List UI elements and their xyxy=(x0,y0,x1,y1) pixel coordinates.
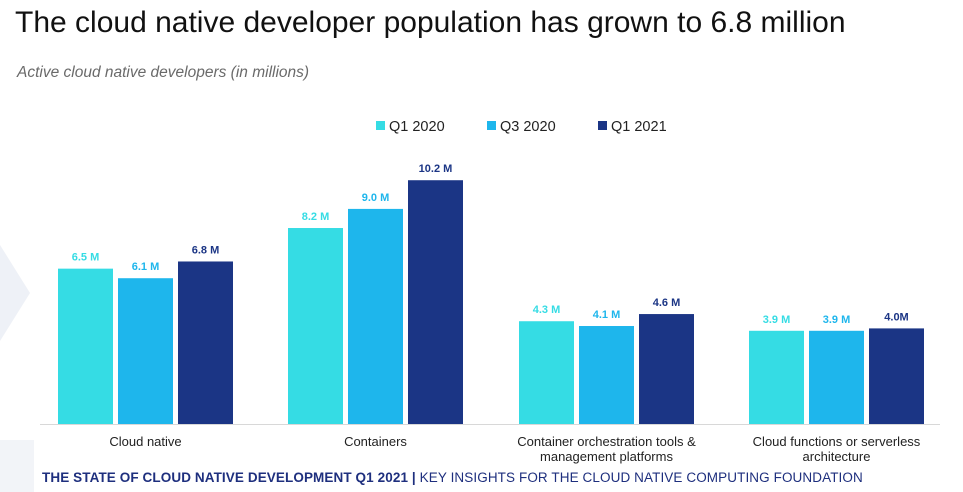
bar-0-2 xyxy=(178,261,233,424)
footer-subtitle: KEY INSIGHTS FOR THE CLOUD NATIVE COMPUT… xyxy=(419,470,863,485)
bar-2-2 xyxy=(639,314,694,424)
bar-3-2 xyxy=(869,328,924,424)
value-label-2-1: 4.1 M xyxy=(593,309,621,321)
value-label-0-0: 6.5 M xyxy=(72,252,100,264)
category-label-2: Container orchestration tools & managemen… xyxy=(517,434,696,464)
decorative-shape xyxy=(0,245,30,341)
legend: Q1 2020 Q3 2020 Q1 2021 xyxy=(376,119,667,135)
category-label-3: Cloud functions or serverless architectur… xyxy=(753,434,921,464)
bar-3-0 xyxy=(749,330,804,424)
legend-label-1: Q3 2020 xyxy=(500,119,556,135)
legend-label-0: Q1 2020 xyxy=(389,119,445,135)
bar-chart: Q1 2020 Q3 2020 Q1 2021 6.5 M 8.2 M 4.3 M 3.9… xyxy=(40,119,940,464)
bar-1-1 xyxy=(348,208,403,424)
footer-report-title: THE STATE OF CLOUD NATIVE DEVELOPMENT Q1… xyxy=(42,470,409,485)
value-label-0-1: 6.1 M xyxy=(132,261,160,273)
legend-swatch-1 xyxy=(487,121,496,130)
bar-1-2 xyxy=(408,180,463,424)
category-labels: Cloud native Containers Container orchestr… xyxy=(109,434,920,464)
value-label-1-0: 8.2 M xyxy=(302,211,330,223)
value-label-3-0: 3.9 M xyxy=(763,314,791,326)
legend-label-2: Q1 2021 xyxy=(611,119,667,135)
bar-2-1 xyxy=(579,326,634,424)
value-label-3-1: 3.9 M xyxy=(823,314,851,326)
value-label-0-2: 6.8 M xyxy=(192,244,220,256)
category-label-1: Containers xyxy=(344,434,407,449)
value-label-1-1: 9.0 M xyxy=(362,192,390,204)
value-label-2-0: 4.3 M xyxy=(533,304,561,316)
bar-2-0 xyxy=(519,321,574,424)
bar-0-0 xyxy=(58,268,113,424)
value-label-2-2: 4.6 M xyxy=(653,297,681,309)
legend-swatch-2 xyxy=(598,121,607,130)
value-labels: 6.5 M 8.2 M 4.3 M 3.9 M 6.1 M 9.0 M 4.1 M 3.9 M… xyxy=(72,163,909,326)
chart-subtitle: Active cloud native developers (in milli… xyxy=(17,64,310,81)
bar-3-1 xyxy=(809,330,864,424)
chart-title: The cloud native developer population ha… xyxy=(15,6,846,39)
legend-swatch-0 xyxy=(376,121,385,130)
decorative-shape-bottom xyxy=(0,440,34,492)
bar-1-0 xyxy=(288,228,343,424)
footer-separator: | xyxy=(411,470,416,485)
bars xyxy=(40,180,940,425)
footer: THE STATE OF CLOUD NATIVE DEVELOPMENT Q1… xyxy=(42,470,863,485)
bar-0-1 xyxy=(118,278,173,424)
value-label-3-2: 4.0M xyxy=(884,311,908,323)
value-label-1-2: 10.2 M xyxy=(419,163,453,175)
category-label-0: Cloud native xyxy=(109,434,181,449)
